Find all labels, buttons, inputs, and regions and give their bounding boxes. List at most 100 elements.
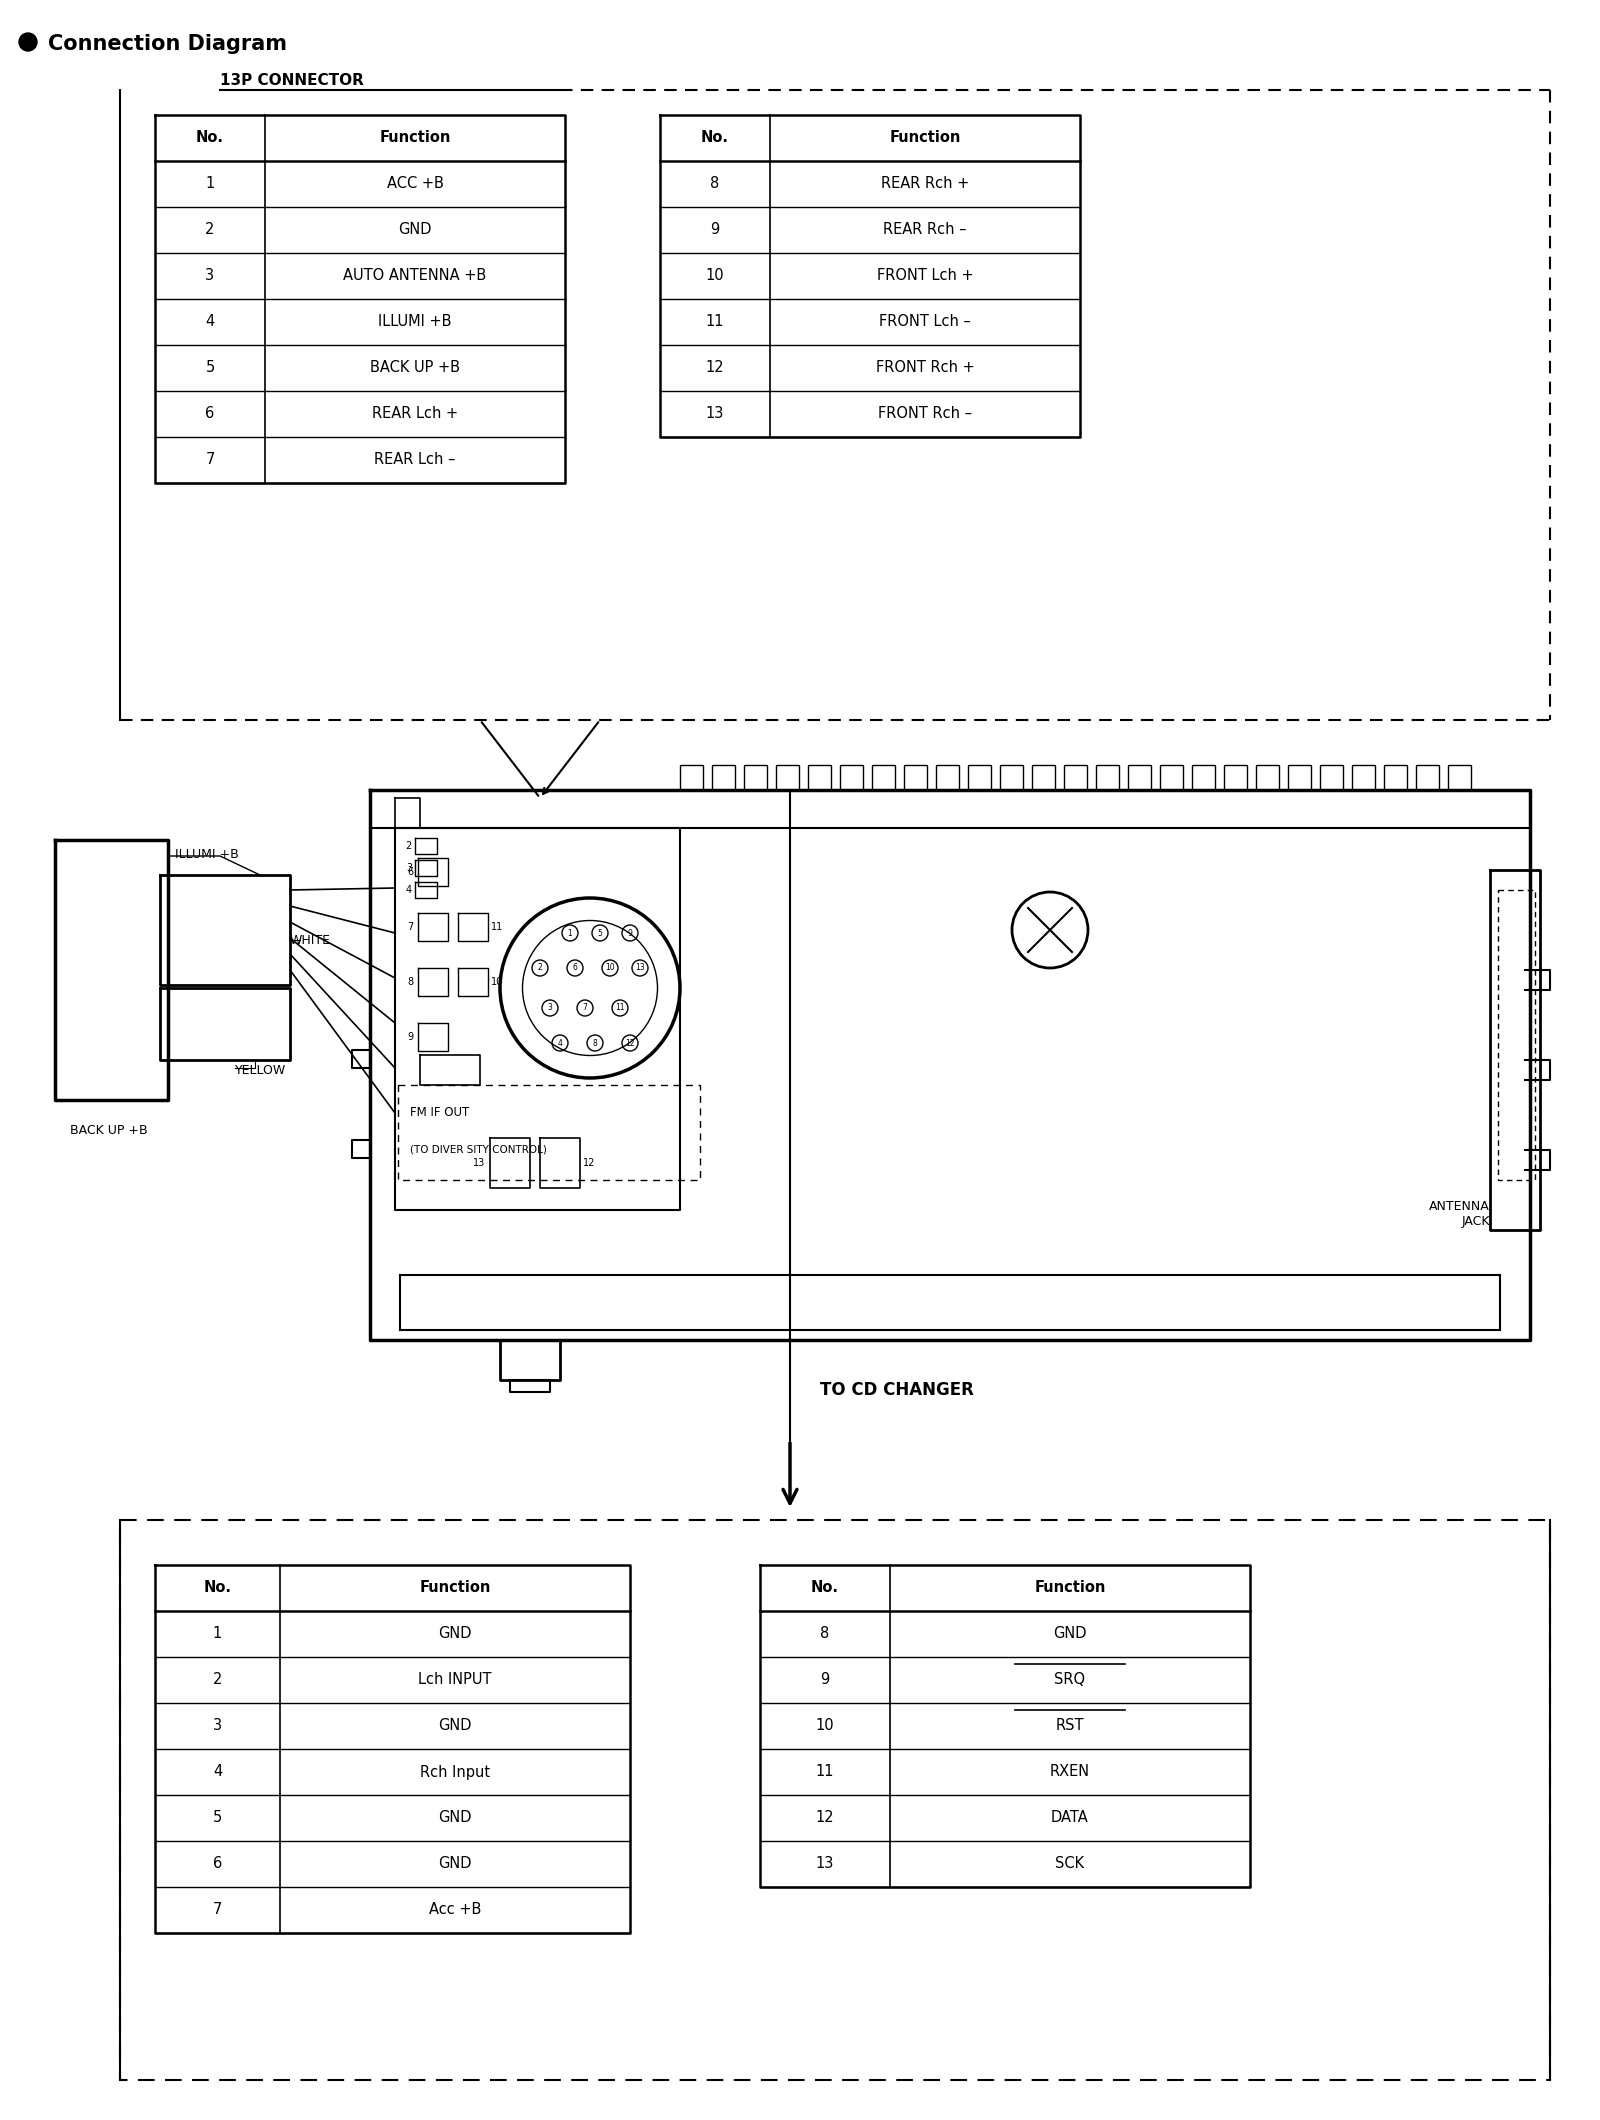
Text: ACC +B: ACC +B <box>387 176 443 191</box>
Text: 6: 6 <box>213 1857 222 1872</box>
Text: 4: 4 <box>557 1039 563 1047</box>
Text: 2: 2 <box>538 962 542 973</box>
Text: Lch INPUT: Lch INPUT <box>418 1673 491 1688</box>
Polygon shape <box>840 765 862 791</box>
Polygon shape <box>968 765 990 791</box>
Polygon shape <box>680 765 702 791</box>
Text: 7: 7 <box>213 1902 222 1916</box>
Text: DATA: DATA <box>1051 1810 1090 1825</box>
Polygon shape <box>1384 765 1406 791</box>
Text: BACK UP +B: BACK UP +B <box>70 1124 147 1136</box>
Text: GND: GND <box>438 1626 472 1641</box>
Text: 8: 8 <box>821 1626 830 1641</box>
Text: GND: GND <box>438 1719 472 1734</box>
Text: 3: 3 <box>547 1003 552 1013</box>
Text: RXEN: RXEN <box>1050 1764 1090 1779</box>
Text: 1: 1 <box>213 1626 222 1641</box>
Text: (TO DIVER SITY CONTROL): (TO DIVER SITY CONTROL) <box>410 1145 547 1155</box>
Polygon shape <box>1224 765 1246 791</box>
Text: 7: 7 <box>205 452 214 469</box>
Text: REAR Rch +: REAR Rch + <box>882 176 970 191</box>
Text: FRONT Rch +: FRONT Rch + <box>875 360 974 375</box>
Polygon shape <box>1160 765 1182 791</box>
Text: 2: 2 <box>213 1673 222 1688</box>
Polygon shape <box>776 765 798 791</box>
Text: 8: 8 <box>710 176 720 191</box>
Text: 9: 9 <box>627 929 632 937</box>
Polygon shape <box>1416 765 1438 791</box>
Text: Rch Input: Rch Input <box>419 1764 490 1779</box>
Polygon shape <box>1256 765 1278 791</box>
Text: 12: 12 <box>816 1810 834 1825</box>
Text: 2: 2 <box>205 223 214 237</box>
Text: Function: Function <box>419 1582 491 1596</box>
Text: FM IF OUT: FM IF OUT <box>410 1107 469 1119</box>
Text: Function: Function <box>890 131 960 146</box>
Text: 1: 1 <box>568 929 573 937</box>
Text: Function: Function <box>1034 1582 1106 1596</box>
Polygon shape <box>1448 765 1470 791</box>
Text: 6: 6 <box>573 962 578 973</box>
Text: 8: 8 <box>406 977 413 988</box>
Polygon shape <box>1192 765 1214 791</box>
Text: 7: 7 <box>406 922 413 933</box>
Text: 6: 6 <box>406 867 413 878</box>
Polygon shape <box>1352 765 1374 791</box>
Text: WHITE: WHITE <box>290 933 331 946</box>
Polygon shape <box>1032 765 1054 791</box>
Polygon shape <box>808 765 830 791</box>
Text: GND: GND <box>438 1857 472 1872</box>
Text: GND: GND <box>1053 1626 1086 1641</box>
Text: BACK UP +B: BACK UP +B <box>370 360 461 375</box>
Text: REAR Lch –: REAR Lch – <box>374 452 456 469</box>
Text: 5: 5 <box>213 1810 222 1825</box>
Polygon shape <box>1000 765 1022 791</box>
Text: 11: 11 <box>616 1003 624 1013</box>
Text: YELLOW: YELLOW <box>235 1064 286 1077</box>
Polygon shape <box>744 765 766 791</box>
Polygon shape <box>1320 765 1342 791</box>
Polygon shape <box>904 765 926 791</box>
Text: SRQ: SRQ <box>1054 1673 1085 1688</box>
Text: 13: 13 <box>635 962 645 973</box>
Polygon shape <box>872 765 894 791</box>
Text: GND: GND <box>438 1810 472 1825</box>
Polygon shape <box>1064 765 1086 791</box>
Text: REAR Rch –: REAR Rch – <box>883 223 966 237</box>
Polygon shape <box>936 765 958 791</box>
Text: 8: 8 <box>592 1039 597 1047</box>
Text: SCK: SCK <box>1056 1857 1085 1872</box>
Text: No.: No. <box>811 1582 838 1596</box>
Text: 4: 4 <box>213 1764 222 1779</box>
Text: 10: 10 <box>706 269 725 284</box>
Text: Acc +B: Acc +B <box>429 1902 482 1916</box>
Text: No.: No. <box>195 131 224 146</box>
Text: 3: 3 <box>213 1719 222 1734</box>
Polygon shape <box>1128 765 1150 791</box>
Text: 10: 10 <box>491 977 504 988</box>
Text: Function: Function <box>379 131 451 146</box>
Text: 9: 9 <box>821 1673 830 1688</box>
Text: 2: 2 <box>406 842 413 850</box>
Text: FRONT Rch –: FRONT Rch – <box>878 407 973 422</box>
Text: 11: 11 <box>706 314 725 329</box>
Polygon shape <box>1288 765 1310 791</box>
Text: 11: 11 <box>491 922 504 933</box>
Text: 13: 13 <box>472 1158 485 1168</box>
Text: 12: 12 <box>582 1158 595 1168</box>
Text: 13: 13 <box>816 1857 834 1872</box>
Text: AUTO ANTENNA +B: AUTO ANTENNA +B <box>344 269 486 284</box>
Text: 7: 7 <box>582 1003 587 1013</box>
Circle shape <box>19 34 37 51</box>
Text: 5: 5 <box>205 360 214 375</box>
Text: No.: No. <box>203 1582 232 1596</box>
Text: 13: 13 <box>706 407 725 422</box>
Text: 4: 4 <box>406 884 413 895</box>
Text: GND: GND <box>398 223 432 237</box>
Polygon shape <box>1096 765 1118 791</box>
Text: 10: 10 <box>816 1719 834 1734</box>
Polygon shape <box>712 765 734 791</box>
Text: 9: 9 <box>406 1032 413 1043</box>
Text: Connection Diagram: Connection Diagram <box>48 34 286 53</box>
Text: 4: 4 <box>205 314 214 329</box>
